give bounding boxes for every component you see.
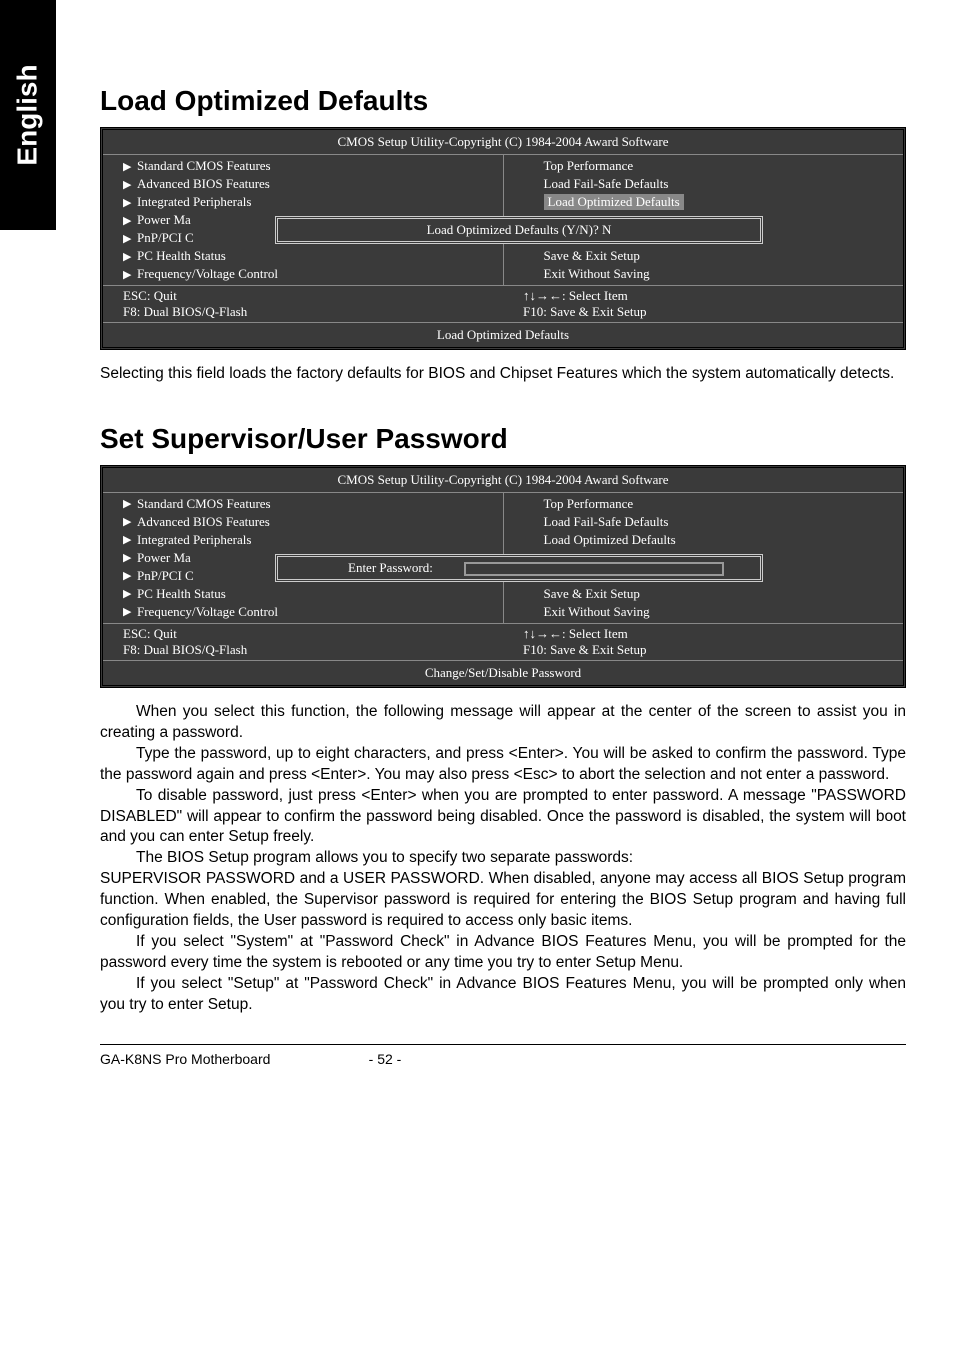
bios1-right-1[interactable]: Load Fail-Safe Defaults: [504, 175, 904, 193]
section1-title: Load Optimized Defaults: [100, 85, 906, 117]
bios1-left-2[interactable]: ▶Integrated Peripherals: [103, 193, 503, 211]
bios1-left-6[interactable]: ▶Frequency/Voltage Control: [103, 265, 503, 283]
bios1-footer-f8: F8: Dual BIOS/Q-Flash: [123, 304, 493, 320]
bios1-left-0[interactable]: ▶Standard CMOS Features: [103, 157, 503, 175]
triangle-icon: ▶: [123, 587, 137, 600]
bios1-hint: Load Optimized Defaults: [103, 322, 903, 347]
bios2-left-5[interactable]: ▶PC Health Status: [103, 585, 503, 603]
password-input[interactable]: [464, 562, 724, 576]
triangle-icon: ▶: [123, 178, 137, 191]
triangle-icon: ▶: [123, 160, 137, 173]
bios2-dialog-label: Enter Password:: [348, 560, 433, 575]
bios1-left-1[interactable]: ▶Advanced BIOS Features: [103, 175, 503, 193]
triangle-icon: ▶: [123, 515, 137, 528]
language-tab: English: [0, 0, 56, 230]
triangle-icon: ▶: [123, 232, 137, 245]
bios2-header: CMOS Setup Utility-Copyright (C) 1984-20…: [103, 468, 903, 492]
bios2-left-1[interactable]: ▶Advanced BIOS Features: [103, 513, 503, 531]
bios2-right-5[interactable]: Save & Exit Setup: [504, 585, 904, 603]
bios1-footer-esc: ESC: Quit: [123, 288, 493, 304]
section2-body: When you select this function, the follo…: [100, 702, 906, 1016]
triangle-icon: ▶: [123, 268, 137, 281]
section2-title: Set Supervisor/User Password: [100, 423, 906, 455]
section2-para-2: To disable password, just press <Enter> …: [100, 786, 906, 849]
bios1-right-6[interactable]: Exit Without Saving: [504, 265, 904, 283]
bios2-left-0[interactable]: ▶Standard CMOS Features: [103, 495, 503, 513]
bios-box-2: CMOS Setup Utility-Copyright (C) 1984-20…: [100, 465, 906, 688]
bios2-right-0[interactable]: Top Performance: [504, 495, 904, 513]
bios1-footer-arrows: ↑↓→←: Select Item: [523, 288, 893, 304]
bios1-right-5[interactable]: Save & Exit Setup: [504, 247, 904, 265]
bios2-footer-f8: F8: Dual BIOS/Q-Flash: [123, 642, 493, 658]
bios1-left-5[interactable]: ▶PC Health Status: [103, 247, 503, 265]
bios2-right-6[interactable]: Exit Without Saving: [504, 603, 904, 621]
triangle-icon: ▶: [123, 605, 137, 618]
triangle-icon: ▶: [123, 196, 137, 209]
section2-para-0: When you select this function, the follo…: [100, 702, 906, 744]
bios2-left-6[interactable]: ▶Frequency/Voltage Control: [103, 603, 503, 621]
triangle-icon: ▶: [123, 214, 137, 227]
bios2-hint: Change/Set/Disable Password: [103, 660, 903, 685]
bios1-dialog[interactable]: Load Optimized Defaults (Y/N)? N: [275, 216, 763, 244]
section1-desc: Selecting this field loads the factory d…: [100, 364, 906, 385]
section2-para-6: If you select "Setup" at "Password Check…: [100, 974, 906, 1016]
triangle-icon: ▶: [123, 497, 137, 510]
triangle-icon: ▶: [123, 533, 137, 546]
bios2-right-2[interactable]: Load Optimized Defaults: [504, 531, 904, 549]
footer-left: GA-K8NS Pro Motherboard: [100, 1051, 369, 1067]
bios1-highlight: Load Optimized Defaults: [544, 194, 684, 210]
bios1-right-0[interactable]: Top Performance: [504, 157, 904, 175]
triangle-icon: ▶: [123, 569, 137, 582]
triangle-icon: ▶: [123, 250, 137, 263]
language-tab-label: English: [12, 64, 44, 165]
bios2-footer-f10: F10: Save & Exit Setup: [523, 642, 893, 658]
bios1-right-2[interactable]: Load Optimized Defaults: [504, 193, 904, 211]
bios2-dialog[interactable]: Enter Password:: [275, 554, 763, 582]
bios2-right-1[interactable]: Load Fail-Safe Defaults: [504, 513, 904, 531]
triangle-icon: ▶: [123, 551, 137, 564]
section2-para-5: If you select "System" at "Password Chec…: [100, 932, 906, 974]
section2-para-3: The BIOS Setup program allows you to spe…: [100, 848, 906, 869]
bios1-header: CMOS Setup Utility-Copyright (C) 1984-20…: [103, 130, 903, 154]
bios2-footer-arrows: ↑↓→←: Select Item: [523, 626, 893, 642]
bios2-footer-esc: ESC: Quit: [123, 626, 493, 642]
section2-para-1: Type the password, up to eight character…: [100, 744, 906, 786]
section2-para-4: SUPERVISOR PASSWORD and a USER PASSWORD.…: [100, 869, 906, 932]
footer-page: - 52 -: [369, 1051, 638, 1067]
bios2-left-2[interactable]: ▶Integrated Peripherals: [103, 531, 503, 549]
bios1-dialog-text: Load Optimized Defaults (Y/N)? N: [427, 222, 612, 237]
page-footer: GA-K8NS Pro Motherboard - 52 -: [100, 1044, 906, 1067]
bios1-footer-f10: F10: Save & Exit Setup: [523, 304, 893, 320]
bios-box-1: CMOS Setup Utility-Copyright (C) 1984-20…: [100, 127, 906, 350]
